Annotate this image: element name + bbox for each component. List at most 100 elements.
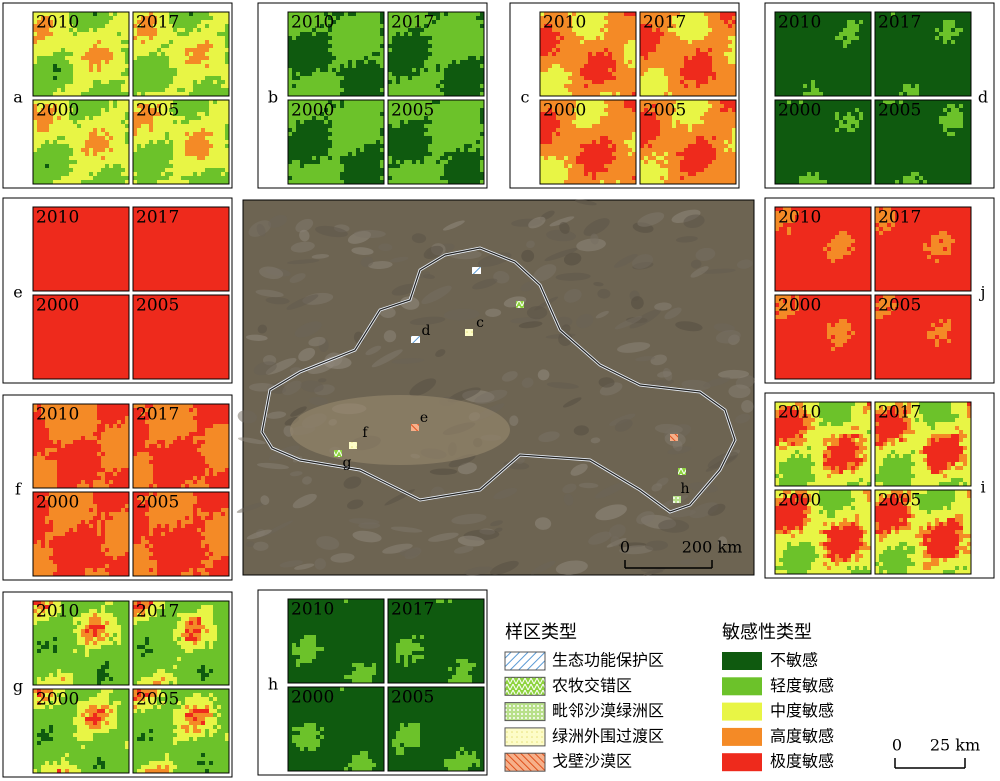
pixel: [93, 132, 97, 136]
pixel: [304, 44, 308, 48]
pixel: [300, 172, 304, 176]
pixel: [324, 80, 328, 84]
pixel: [113, 76, 117, 80]
pixel: [436, 16, 440, 20]
pixel: [328, 28, 332, 32]
pixel: [57, 88, 61, 92]
pixel: [352, 152, 356, 156]
pixel: [149, 116, 153, 120]
pixel: [664, 36, 668, 40]
pixel: [93, 16, 97, 20]
pixel: [400, 92, 404, 96]
pixel: [616, 76, 620, 80]
pixel: [125, 20, 129, 24]
pixel: [552, 52, 556, 56]
pixel: [145, 60, 149, 64]
pixel: [85, 100, 89, 104]
pixel: [476, 100, 480, 104]
pixel: [552, 20, 556, 24]
pixel: [560, 32, 564, 36]
pixel: [400, 20, 404, 24]
pixel: [225, 140, 229, 144]
pixel: [137, 140, 141, 144]
pixel: [440, 80, 444, 84]
pixel: [225, 80, 229, 84]
pixel: [157, 116, 161, 120]
raster: 2005: [387, 99, 485, 185]
pixel: [61, 116, 65, 120]
pixel: [49, 116, 53, 120]
pixel: [564, 64, 568, 68]
pixel: [448, 20, 452, 24]
pixel: [165, 156, 169, 160]
pixel: [316, 16, 320, 20]
pixel: [348, 168, 352, 172]
pixel: [141, 104, 145, 108]
pixel: [137, 132, 141, 136]
pixel: [85, 116, 89, 120]
pixel: [580, 12, 584, 16]
pixel: [400, 176, 404, 180]
pixel: [540, 32, 544, 36]
pixel: [193, 104, 197, 108]
pixel: [181, 120, 185, 124]
pixel: [165, 112, 169, 116]
pixel: [428, 172, 432, 176]
pixel: [440, 40, 444, 44]
pixel: [356, 104, 360, 108]
pixel: [708, 44, 712, 48]
pixel: [225, 28, 229, 32]
pixel: [300, 20, 304, 24]
pixel: [65, 120, 69, 124]
pixel: [308, 92, 312, 96]
pixel: [440, 112, 444, 116]
pixel: [161, 120, 165, 124]
pixel: [540, 48, 544, 52]
pixel: [201, 44, 205, 48]
pixel: [328, 172, 332, 176]
pixel: [356, 140, 360, 144]
pixel: [312, 128, 316, 132]
pixel: [217, 108, 221, 112]
pixel: [412, 104, 416, 108]
pixel: [308, 28, 312, 32]
pixel: [117, 168, 121, 172]
pixel: [53, 92, 57, 96]
pixel: [316, 88, 320, 92]
pixel: [69, 180, 73, 184]
pixel: [165, 24, 169, 28]
pixel: [209, 80, 213, 84]
pixel: [85, 76, 89, 80]
pixel: [480, 136, 484, 140]
pixel: [201, 132, 205, 136]
pixel: [376, 116, 380, 120]
pixel: [372, 168, 376, 172]
pixel: [340, 48, 344, 52]
pixel: [368, 72, 372, 76]
pixel: [592, 20, 596, 24]
pixel: [181, 32, 185, 36]
pixel: [153, 52, 157, 56]
pixel: [336, 160, 340, 164]
pixel: [684, 64, 688, 68]
pixel: [133, 112, 137, 116]
pixel: [400, 168, 404, 172]
pixel: [464, 176, 468, 180]
pixel: [141, 88, 145, 92]
pixel: [412, 144, 416, 148]
pixel: [608, 64, 612, 68]
pixel: [560, 44, 564, 48]
pixel: [604, 60, 608, 64]
pixel: [105, 32, 109, 36]
pixel: [133, 172, 137, 176]
pixel: [45, 108, 49, 112]
pixel: [93, 68, 97, 72]
pixel: [181, 172, 185, 176]
pixel: [109, 108, 113, 112]
pixel: [69, 144, 73, 148]
pixel: [137, 112, 141, 116]
pixel: [221, 100, 225, 104]
pixel: [121, 108, 125, 112]
pixel: [728, 20, 732, 24]
pixel: [292, 124, 296, 128]
